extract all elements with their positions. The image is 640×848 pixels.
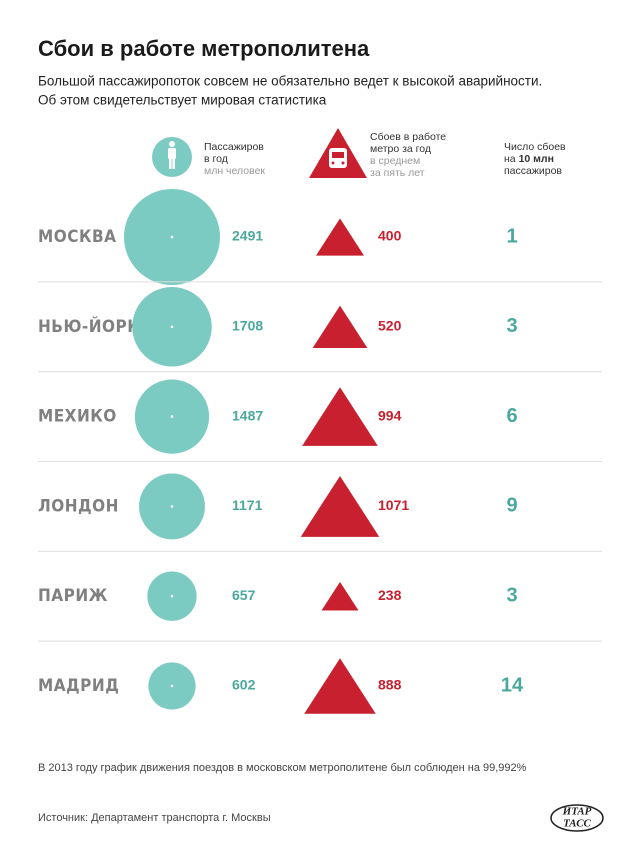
city-label: НЬЮ-ЙОРК <box>38 315 140 337</box>
city-label: МЕХИКО <box>38 407 117 427</box>
city-label: МАДРИД <box>38 676 119 696</box>
failure-value: 238 <box>378 587 402 603</box>
failure-value: 994 <box>378 407 402 423</box>
column-header: Число сбоев <box>504 141 566 153</box>
failure-triangle <box>300 475 380 537</box>
column-header: Пассажиров <box>204 141 264 153</box>
circle-center <box>170 505 174 508</box>
passenger-value: 657 <box>232 587 256 603</box>
source: Источник: Департамент транспорта г. Моск… <box>38 812 271 824</box>
failure-triangle <box>312 305 368 349</box>
ratio-value: 9 <box>506 495 517 517</box>
failure-value: 888 <box>378 677 402 693</box>
failure-triangle <box>316 218 364 256</box>
passenger-value: 1708 <box>232 318 263 334</box>
failure-value: 1071 <box>378 497 409 513</box>
passenger-value: 602 <box>232 677 256 693</box>
note: В 2013 году график движения поездов в мо… <box>38 762 527 774</box>
title: Сбои в работе метрополитена <box>38 36 370 61</box>
passenger-icon <box>152 137 192 177</box>
column-unit: млн человек <box>204 165 265 177</box>
column-unit: в среднем <box>370 155 420 167</box>
circle-center <box>170 235 174 239</box>
ratio-value: 3 <box>506 584 517 606</box>
column-unit: за пять лет <box>370 167 425 179</box>
passenger-value: 2491 <box>232 228 263 244</box>
failure-triangle <box>304 658 376 714</box>
passenger-value: 1171 <box>232 497 263 513</box>
circle-center <box>170 325 174 329</box>
failure-value: 400 <box>378 228 402 244</box>
circle-center <box>170 594 174 598</box>
city-label: МОСКВА <box>38 227 116 247</box>
column-header: на <box>504 153 516 165</box>
passenger-value: 1487 <box>232 407 263 423</box>
column-header: на 10 млн <box>504 153 554 165</box>
circle-center <box>170 684 174 688</box>
column-header: пассажиров <box>504 165 562 177</box>
logo-text: ИТАР <box>562 806 592 818</box>
ratio-value: 3 <box>506 315 517 337</box>
logo-text: ТАСС <box>563 818 591 830</box>
city-label: ЛОНДОН <box>38 496 119 516</box>
train-icon <box>309 128 367 178</box>
subtitle: Об этом свидетельствует мировая статисти… <box>38 93 327 108</box>
logo: ИТАР ТАСС <box>550 804 604 832</box>
subtitle: Большой пассажиропоток совсем не обязате… <box>38 74 542 89</box>
failure-value: 520 <box>378 318 402 334</box>
column-header: 10 млн <box>519 153 554 165</box>
failure-triangle <box>321 581 359 611</box>
column-header: в год <box>204 153 228 165</box>
ratio-value: 6 <box>506 405 517 427</box>
ratio-value: 1 <box>506 225 517 247</box>
city-label: ПАРИЖ <box>38 586 108 606</box>
circle-center <box>170 415 174 418</box>
column-header: метро за год <box>370 143 431 155</box>
ratio-value: 14 <box>501 674 524 696</box>
column-header: Сбоев в работе <box>370 131 446 143</box>
failure-triangle <box>302 387 378 446</box>
